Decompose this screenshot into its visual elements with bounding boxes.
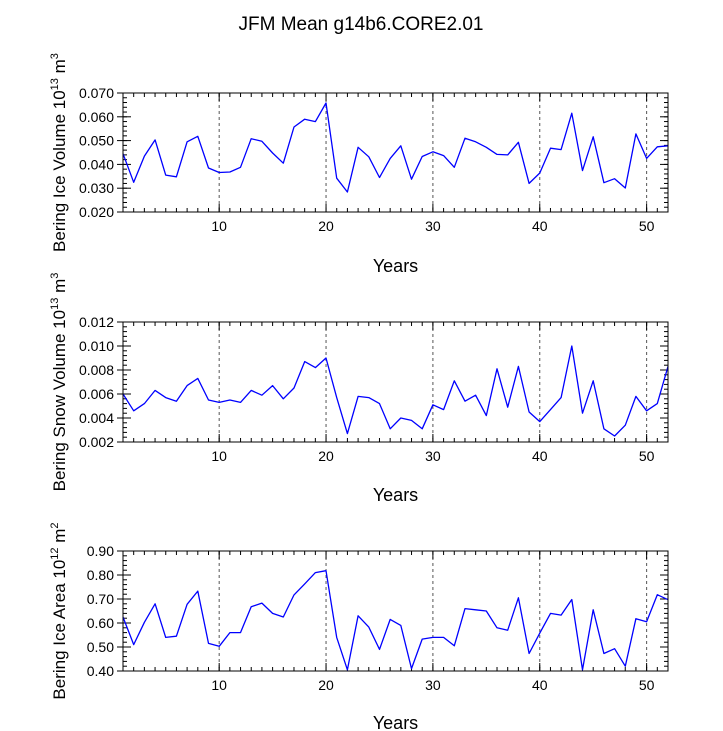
x-tick-label: 50 <box>639 677 655 693</box>
figure-title: JFM Mean g14b6.CORE2.01 <box>238 14 483 35</box>
y-axis-label: Bering Ice Volume 1013 m3 <box>49 53 69 252</box>
x-tick-label: 10 <box>211 448 227 464</box>
x-tick-label: 10 <box>211 677 227 693</box>
y-tick-label: 0.060 <box>79 109 114 125</box>
y-tick-label: 0.50 <box>87 639 114 655</box>
plot-frame <box>122 321 669 443</box>
data-series-line <box>122 102 669 193</box>
data-series-line <box>122 570 669 671</box>
plot-frame <box>122 92 669 213</box>
x-tick-label: 20 <box>318 448 334 464</box>
panel-2: 10 20 30 40 50 0.002 0.004 0.006 0.008 0.010 0.012… <box>49 273 669 505</box>
y-tick-label: 0.006 <box>79 386 114 402</box>
y-tick-label: 0.004 <box>79 410 114 426</box>
y-axis-label: Bering Snow Volume 1013 m3 <box>49 273 69 492</box>
y-tick-label: 0.050 <box>79 133 114 149</box>
x-axis-label: Years <box>373 713 418 731</box>
data-series-line <box>122 345 669 437</box>
y-tick-label: 0.60 <box>87 615 114 631</box>
x-tick-label: 40 <box>532 218 548 234</box>
x-tick-label: 40 <box>532 448 548 464</box>
y-tick-label: 0.70 <box>87 591 114 607</box>
x-tick-label: 10 <box>211 218 227 234</box>
y-tick-label: 0.030 <box>79 180 114 196</box>
x-tick-label: 30 <box>425 218 441 234</box>
y-tick-label: 0.012 <box>79 314 114 330</box>
y-tick-label: 0.010 <box>79 338 114 354</box>
x-axis-label: Years <box>373 256 418 276</box>
x-tick-label: 30 <box>425 677 441 693</box>
y-tick-label: 0.040 <box>79 156 114 172</box>
x-tick-label: 50 <box>639 218 655 234</box>
x-tick-label: 50 <box>639 448 655 464</box>
y-tick-label: 0.002 <box>79 434 114 450</box>
x-tick-label: 20 <box>318 677 334 693</box>
x-tick-label: 30 <box>425 448 441 464</box>
x-tick-label: 40 <box>532 677 548 693</box>
plot-frame <box>122 550 669 672</box>
y-tick-label: 0.070 <box>79 85 114 101</box>
y-tick-label: 0.80 <box>87 567 114 583</box>
y-tick-label: 0.008 <box>79 362 114 378</box>
panel-3: 10 20 30 40 50 0.40 0.50 0.60 0.70 0.80 0.90 Years B… <box>49 522 669 731</box>
x-tick-label: 20 <box>318 218 334 234</box>
x-axis-label: Years <box>373 485 418 505</box>
y-tick-label: 0.90 <box>87 543 114 559</box>
y-axis-label: Bering Ice Area 1012 m2 <box>49 522 69 699</box>
y-tick-label: 0.40 <box>87 663 114 679</box>
panel-1: 10 20 30 40 50 0.020 0.030 0.040 0.050 0.060 0.070… <box>49 53 669 276</box>
y-tick-label: 0.020 <box>79 204 114 220</box>
